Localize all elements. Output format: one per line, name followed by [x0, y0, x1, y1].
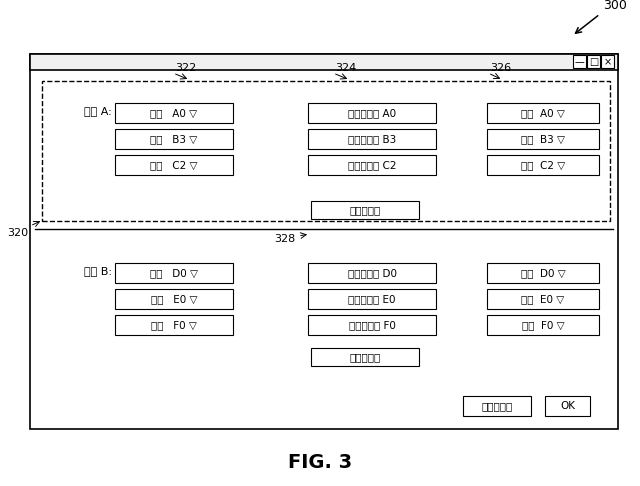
Bar [311, 348, 419, 366]
Bar [487, 289, 599, 309]
Text: 322: 322 [175, 63, 196, 73]
Text: ×: × [604, 57, 612, 67]
Bar [30, 54, 618, 429]
Text: 保護 B:: 保護 B: [84, 266, 112, 276]
Text: 動作  D0 ▽: 動作 D0 ▽ [520, 268, 565, 278]
Bar [30, 54, 618, 70]
Text: FIG. 3: FIG. 3 [288, 452, 352, 471]
Text: 300: 300 [603, 0, 627, 12]
Bar [308, 289, 436, 309]
Bar [42, 81, 610, 221]
Bar [115, 103, 233, 123]
Text: 320: 320 [7, 228, 28, 238]
Text: OK: OK [560, 401, 575, 411]
Text: 動作  E0 ▽: 動作 E0 ▽ [522, 294, 564, 304]
Text: 動作  F0 ▽: 動作 F0 ▽ [522, 320, 564, 330]
Text: ログを見る: ログを見る [349, 352, 381, 362]
Text: —: — [575, 57, 584, 67]
Text: 動作  A0 ▽: 動作 A0 ▽ [521, 108, 565, 118]
Text: メッセージ C2: メッセージ C2 [348, 160, 396, 170]
Bar [487, 263, 599, 283]
Text: キャンセル: キャンセル [481, 401, 513, 411]
Text: 閾値   E0 ▽: 閾値 E0 ▽ [151, 294, 197, 304]
Text: 閾値   B3 ▽: 閾値 B3 ▽ [150, 134, 198, 144]
Text: メッセージ B3: メッセージ B3 [348, 134, 396, 144]
Bar [487, 155, 599, 175]
Text: 閾値   D0 ▽: 閾値 D0 ▽ [150, 268, 198, 278]
Text: ログを見る: ログを見る [349, 205, 381, 215]
Text: 動作  C2 ▽: 動作 C2 ▽ [521, 160, 565, 170]
Text: 閾値   C2 ▽: 閾値 C2 ▽ [150, 160, 198, 170]
Bar [115, 315, 233, 335]
Text: 動作  B3 ▽: 動作 B3 ▽ [521, 134, 565, 144]
Text: 保護 A:: 保護 A: [84, 106, 112, 116]
Text: 326: 326 [490, 63, 511, 73]
Bar [308, 155, 436, 175]
Bar [308, 129, 436, 149]
Bar [115, 289, 233, 309]
Bar [308, 103, 436, 123]
Bar [601, 55, 614, 69]
Bar [311, 201, 419, 219]
Bar [115, 129, 233, 149]
Bar [115, 263, 233, 283]
Text: メッセージ A0: メッセージ A0 [348, 108, 396, 118]
Text: メッセージ D0: メッセージ D0 [348, 268, 397, 278]
Text: 閾値   F0 ▽: 閾値 F0 ▽ [151, 320, 197, 330]
Bar [308, 263, 436, 283]
Bar [463, 396, 531, 416]
Text: 324: 324 [335, 63, 356, 73]
Text: メッセージ F0: メッセージ F0 [349, 320, 396, 330]
Text: 閾値   A0 ▽: 閾値 A0 ▽ [150, 108, 198, 118]
Text: 328: 328 [274, 234, 295, 244]
Bar [308, 315, 436, 335]
Bar [487, 129, 599, 149]
Bar [115, 155, 233, 175]
Text: □: □ [589, 57, 598, 67]
Bar [487, 103, 599, 123]
Bar [587, 55, 600, 69]
Bar [545, 396, 590, 416]
Text: メッセージ E0: メッセージ E0 [348, 294, 396, 304]
Bar [573, 55, 586, 69]
Bar [487, 315, 599, 335]
